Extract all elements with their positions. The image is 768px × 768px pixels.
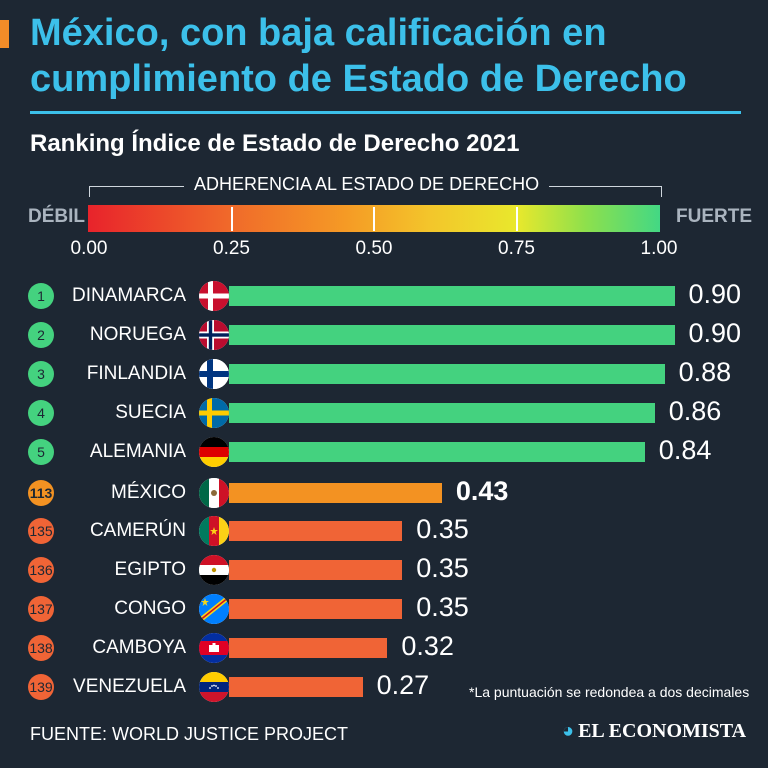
- finland-flag-icon: [199, 358, 229, 389]
- scale-strong-label: FUERTE: [676, 206, 752, 227]
- venezuela-flag-icon: [199, 672, 229, 702]
- cambodia-flag-icon: [199, 633, 229, 664]
- bar: [229, 402, 655, 423]
- value-label: 0.86: [668, 395, 722, 426]
- title-divider: [30, 111, 741, 114]
- rank-badge: 138: [28, 635, 54, 662]
- rank-badge: 136: [28, 557, 54, 584]
- scale-tick-label: 0.25: [213, 238, 250, 259]
- scale-tick: [230, 207, 233, 231]
- denmark-flag-icon: [199, 281, 229, 311]
- brand-logo: ◕ EL ECONOMISTA: [562, 720, 746, 743]
- cameroon-flag-icon: [199, 516, 229, 547]
- bar: [229, 324, 675, 345]
- title-line-2: cumplimiento de Estado de Derecho: [30, 58, 687, 100]
- bar: [229, 560, 403, 581]
- source-credit: FUENTE: WORLD JUSTICE PROJECT: [30, 724, 349, 744]
- bar: [229, 599, 403, 620]
- egypt-flag-icon: [199, 555, 229, 586]
- norway-flag-icon: [199, 319, 229, 350]
- chart-subtitle: Ranking Índice de Estado de Derecho 2021: [30, 130, 520, 157]
- value-label: 0.90: [688, 279, 742, 309]
- rank-badge: 137: [28, 596, 54, 623]
- rank-badge: 139: [28, 674, 54, 700]
- scale-tick-label: 0.00: [70, 238, 108, 259]
- rank-badge: 135: [28, 518, 54, 545]
- country-label: ALEMANIA: [89, 440, 186, 462]
- congo-flag-icon: [199, 594, 229, 625]
- scale-weak-label: DÉBIL: [28, 206, 85, 227]
- value-label: 0.88: [678, 356, 732, 387]
- page-title: México, con baja calificación en cumplim…: [30, 10, 760, 102]
- bar: [229, 482, 442, 503]
- value-label: 0.32: [401, 631, 454, 662]
- germany-flag-icon: [199, 436, 229, 467]
- scale-tick-label: 0.75: [498, 238, 535, 259]
- brand-logo-icon: ◕: [562, 720, 575, 742]
- brand-name: EL ECONOMISTA: [578, 720, 747, 742]
- rank-badge: 3: [28, 360, 54, 387]
- value-label: 0.35: [416, 592, 469, 623]
- country-label: SUECIA: [115, 401, 186, 423]
- sweden-flag-icon: [199, 397, 229, 428]
- title-accent-bar: [0, 20, 9, 48]
- bar: [229, 638, 388, 659]
- country-label: NORUEGA: [89, 323, 186, 345]
- country-label: FINLANDIA: [86, 362, 186, 384]
- value-label: 0.35: [416, 553, 469, 584]
- rank-badge: 2: [28, 321, 54, 348]
- value-label: 0.84: [658, 434, 712, 465]
- title-line-1: México, con baja calificación en: [30, 12, 607, 54]
- rank-badge: 5: [28, 438, 54, 465]
- mexico-flag-icon: [199, 477, 229, 508]
- rank-badge: 113: [28, 479, 54, 506]
- bar: [229, 441, 645, 462]
- country-label: CAMERÚN: [89, 520, 186, 542]
- scale-tick: [373, 207, 375, 231]
- scale-title: ADHERENCIA AL ESTADO DE DERECHO: [184, 174, 550, 195]
- value-label: 0.43: [455, 475, 509, 506]
- country-label: DINAMARCA: [71, 285, 186, 306]
- value-label: 0.27: [376, 670, 430, 700]
- bar: [229, 363, 665, 384]
- value-label: 0.90: [688, 317, 742, 348]
- rank-badge: 4: [28, 399, 54, 426]
- bar: [229, 521, 403, 542]
- country-label: MÉXICO: [111, 481, 186, 503]
- country-label: CONGO: [114, 598, 186, 620]
- scale-tick: [515, 207, 518, 231]
- bar: [229, 677, 363, 697]
- bar: [229, 286, 675, 306]
- rank-badge: 1: [28, 283, 54, 309]
- country-label: EGIPTO: [114, 559, 186, 581]
- footnote: *La puntuación se redondea a dos decimal…: [469, 684, 750, 700]
- country-label: VENEZUELA: [73, 676, 186, 697]
- country-label: CAMBOYA: [92, 637, 186, 659]
- scale-tick-label: 1.00: [640, 238, 678, 259]
- scale-tick-label: 0.50: [355, 238, 393, 259]
- value-label: 0.35: [416, 514, 469, 545]
